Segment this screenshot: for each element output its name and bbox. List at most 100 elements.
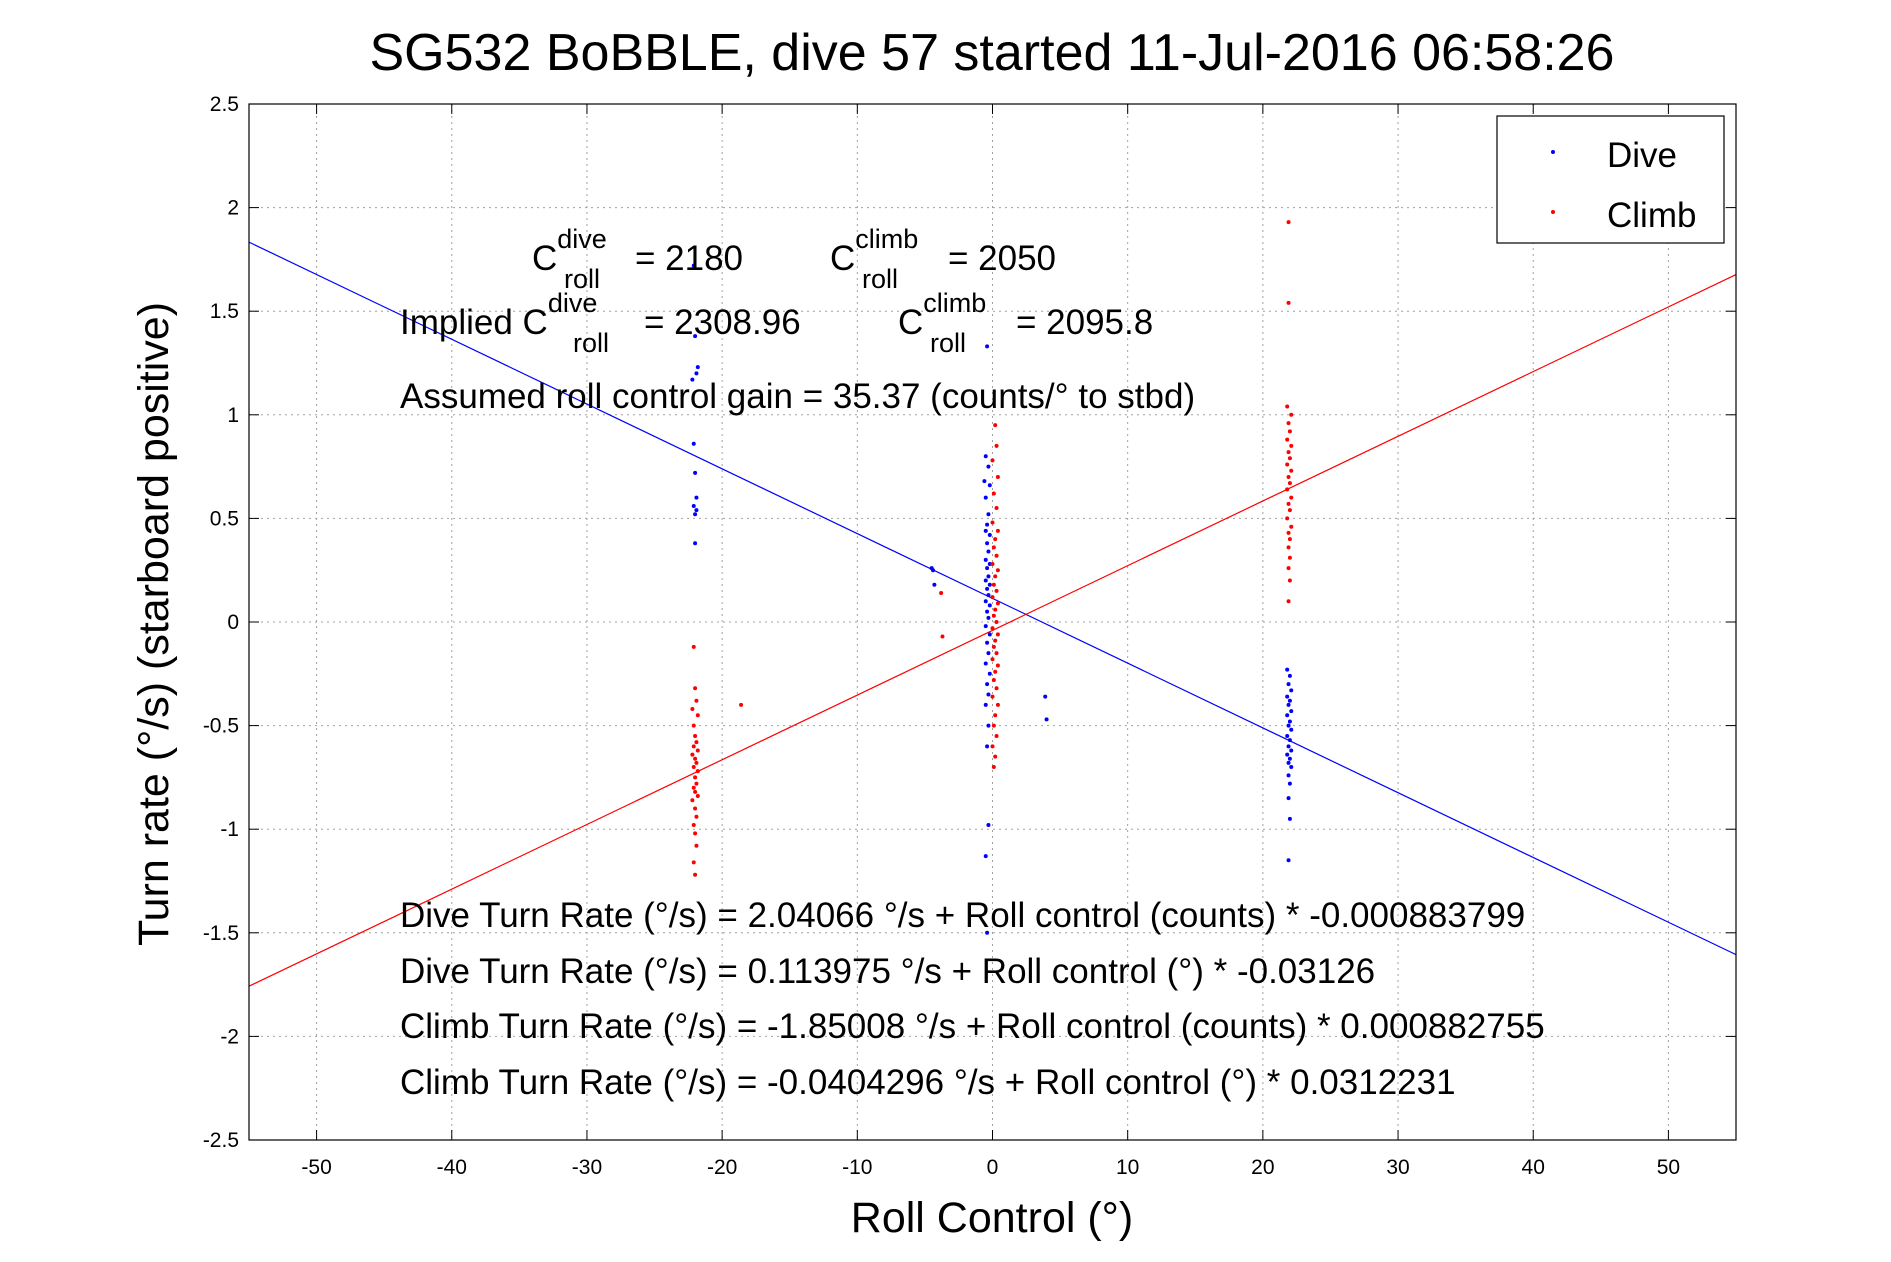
point-climb xyxy=(694,781,699,786)
point-climb xyxy=(940,634,945,639)
point-dive xyxy=(691,503,696,508)
point-climb xyxy=(994,620,999,624)
point-dive xyxy=(1286,796,1291,801)
point-dive xyxy=(691,441,696,446)
point-dive xyxy=(987,603,992,608)
point-climb xyxy=(991,582,996,587)
point-climb xyxy=(693,872,698,877)
point-climb xyxy=(739,702,744,707)
point-climb xyxy=(991,678,996,683)
point-climb xyxy=(695,794,700,799)
point-dive xyxy=(983,702,988,707)
point-dive xyxy=(1286,682,1291,687)
point-dive xyxy=(1289,709,1294,714)
point-climb xyxy=(695,748,700,753)
x-tick-label: 50 xyxy=(1657,1156,1680,1179)
y-tick-label: -0.5 xyxy=(203,715,239,738)
point-dive xyxy=(1287,781,1292,786)
point-climb xyxy=(694,843,699,848)
point-dive xyxy=(986,692,991,697)
point-dive xyxy=(986,549,991,554)
point-climb xyxy=(1287,456,1292,461)
implied-climb-sub: roll xyxy=(930,328,966,358)
point-climb xyxy=(1285,487,1290,492)
point-dive xyxy=(987,483,992,488)
legend: Dive Climb xyxy=(1496,115,1725,244)
point-dive xyxy=(1286,744,1291,749)
legend-label-climb: Climb xyxy=(1607,196,1696,235)
point-climb xyxy=(990,744,995,749)
point-dive xyxy=(985,586,990,591)
point-climb xyxy=(991,545,996,550)
point-climb xyxy=(990,458,995,463)
y-tick-label: -1.5 xyxy=(203,922,239,945)
point-dive xyxy=(694,508,699,513)
y-tick-labels: -2.5 -2 -1.5 -1 -0.5 0 0.5 1 1.5 2 2.5 xyxy=(203,93,239,1152)
point-dive xyxy=(693,512,698,517)
y-tick-label: 0 xyxy=(227,611,239,634)
y-tick-label: 1.5 xyxy=(210,300,239,323)
point-climb xyxy=(990,626,995,631)
c-roll-climb-sub: roll xyxy=(862,264,898,294)
point-dive xyxy=(983,578,988,583)
point-climb xyxy=(1289,495,1294,500)
point-climb xyxy=(1289,468,1294,473)
point-climb xyxy=(1287,508,1292,513)
implied-c-roll-climb-annotation: Cclimb roll = 2095.8 xyxy=(898,288,1153,358)
implied-prefix: Implied C xyxy=(400,303,548,342)
legend-label-dive: Dive xyxy=(1607,136,1677,175)
equation-climb-degrees: Climb Turn Rate (°/s) = -0.0404296 °/s +… xyxy=(400,1063,1456,1102)
point-dive xyxy=(1285,733,1290,738)
point-dive xyxy=(1287,816,1292,821)
legend-marker-dive xyxy=(1551,150,1555,154)
point-dive xyxy=(983,854,988,859)
y-tick-label: -1 xyxy=(220,818,239,841)
point-climb xyxy=(694,760,699,765)
x-axis-label: Roll Control (°) xyxy=(851,1194,1133,1242)
point-climb xyxy=(694,698,699,703)
point-climb xyxy=(1287,481,1292,486)
point-climb xyxy=(1285,516,1290,521)
c-roll-climb-sup: climb xyxy=(855,224,918,254)
point-climb xyxy=(994,506,999,511)
point-dive xyxy=(985,522,990,527)
point-climb xyxy=(695,769,700,774)
equation-climb-counts: Climb Turn Rate (°/s) = -1.85008 °/s + R… xyxy=(400,1007,1545,1046)
point-dive xyxy=(1289,688,1294,693)
point-dive xyxy=(1286,858,1291,863)
point-climb xyxy=(993,574,998,579)
point-climb xyxy=(695,713,700,718)
implied-dive-sup: dive xyxy=(548,288,598,318)
point-dive xyxy=(932,582,937,587)
point-climb xyxy=(991,644,996,649)
point-climb xyxy=(994,651,999,656)
point-dive xyxy=(1285,713,1290,718)
point-climb xyxy=(993,669,998,674)
point-climb xyxy=(991,491,996,496)
point-dive xyxy=(693,334,698,339)
point-climb xyxy=(995,702,1000,707)
c-roll-dive-value: = 2180 xyxy=(635,239,743,278)
point-dive xyxy=(1289,727,1294,732)
y-axis-label: Turn rate (°/s) (starboard positive) xyxy=(130,302,178,946)
point-climb xyxy=(993,423,998,428)
point-climb xyxy=(1286,474,1291,479)
point-climb xyxy=(990,595,995,600)
point-climb xyxy=(1289,443,1294,448)
y-tick-label: -2.5 xyxy=(203,1129,239,1152)
point-climb xyxy=(995,568,1000,573)
point-climb xyxy=(691,785,696,790)
equation-dive-degrees: Dive Turn Rate (°/s) = 0.113975 °/s + Ro… xyxy=(400,952,1375,991)
c-roll-dive-sub: roll xyxy=(564,264,600,294)
point-climb xyxy=(1285,462,1290,467)
point-climb xyxy=(991,765,996,770)
point-dive xyxy=(1044,717,1049,722)
point-dive xyxy=(1289,765,1294,770)
point-climb xyxy=(1286,220,1291,225)
point-dive xyxy=(986,574,991,579)
point-climb xyxy=(693,756,698,761)
point-climb xyxy=(693,733,698,738)
point-dive xyxy=(1287,673,1292,678)
point-climb xyxy=(691,823,696,828)
